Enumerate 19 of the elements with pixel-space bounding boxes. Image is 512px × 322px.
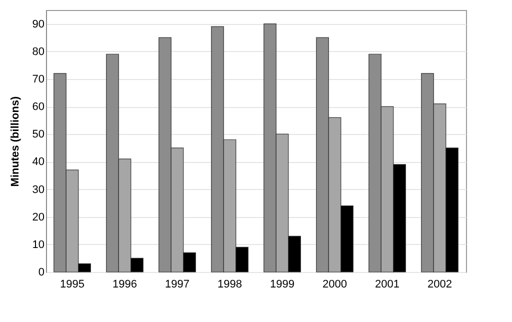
- y-tick-label: 50: [32, 128, 44, 141]
- y-axis-title: Minutes (billions): [9, 96, 22, 187]
- y-tick-label: 0: [38, 266, 44, 278]
- x-tick-label: 1995: [60, 278, 84, 290]
- x-tick-label: 1999: [270, 278, 294, 290]
- y-tick-label: 40: [32, 156, 44, 168]
- x-tick-label: 2001: [375, 278, 400, 290]
- y-tick-label: 20: [32, 211, 44, 224]
- y-tick-label: 30: [32, 184, 44, 196]
- x-tick-label: 2000: [322, 278, 347, 290]
- y-tick-label: 60: [32, 101, 44, 114]
- x-tick-label: 2002: [428, 278, 452, 290]
- x-tick-label: 1996: [112, 278, 137, 290]
- x-tick-label: 1998: [218, 278, 242, 290]
- x-tick-label: 1997: [165, 278, 190, 290]
- y-tick-label: 70: [32, 73, 44, 86]
- y-tick-label: 90: [32, 18, 44, 30]
- y-tick-label: 80: [32, 46, 44, 58]
- y-tick-label: 10: [32, 238, 44, 251]
